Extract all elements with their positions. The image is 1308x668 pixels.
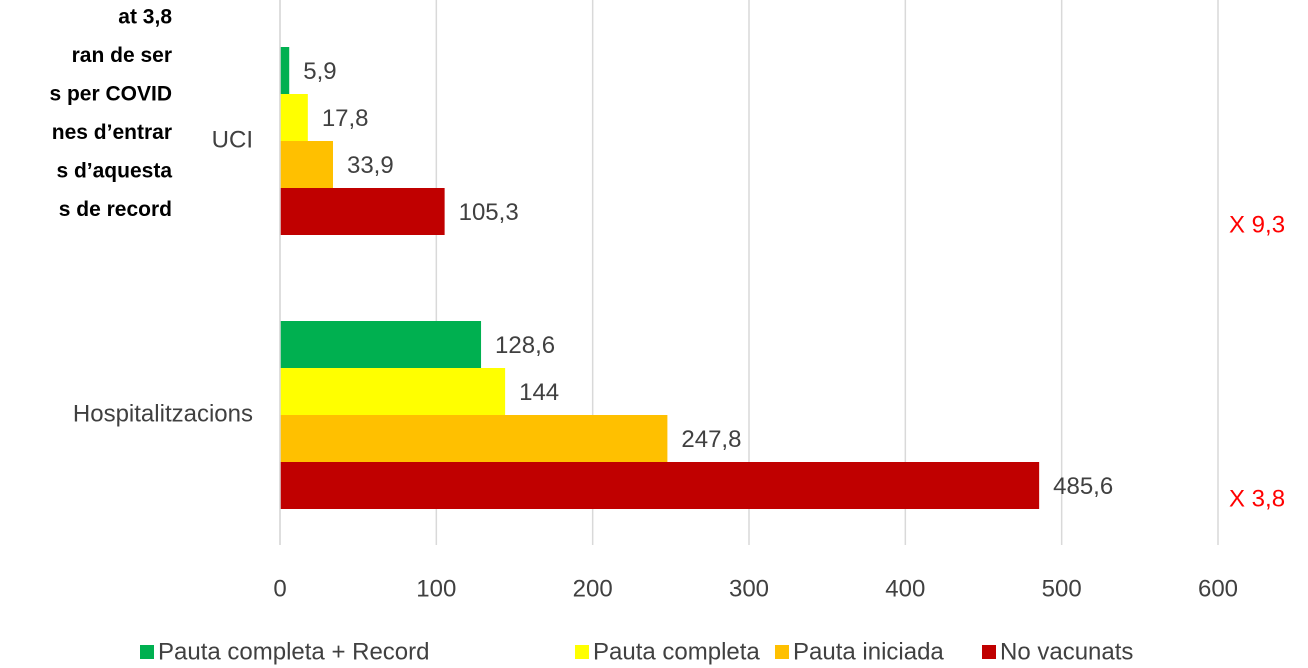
note-line: s de record — [59, 198, 172, 221]
value-label: 5,9 — [303, 58, 336, 85]
x-tick-label: 500 — [1042, 575, 1082, 602]
legend-label: Pauta iniciada — [793, 638, 944, 665]
legend-label: No vacunats — [1000, 638, 1133, 665]
value-label: 17,8 — [322, 105, 369, 132]
bar — [280, 188, 445, 235]
value-label: 144 — [519, 379, 559, 406]
value-label: 128,6 — [495, 332, 555, 359]
note-line: ran de ser — [72, 44, 172, 67]
bar — [280, 47, 290, 94]
note-line: nes d’entrar — [52, 121, 172, 144]
note-line: s d’aquesta — [56, 160, 172, 183]
value-label: 485,6 — [1053, 473, 1113, 500]
category-label: Hospitalitzacions — [73, 400, 253, 427]
bar — [280, 368, 506, 415]
value-label: 33,9 — [347, 152, 394, 179]
legend-swatch — [982, 645, 996, 659]
category-label: UCI — [212, 126, 253, 153]
bar — [280, 462, 1040, 509]
bar — [280, 321, 482, 368]
x-tick-label: 300 — [729, 575, 769, 602]
legend-label: Pauta completa — [593, 638, 760, 665]
note-line: at 3,8 — [118, 6, 172, 29]
value-label: 247,8 — [681, 426, 741, 453]
bar — [280, 415, 668, 462]
legend-swatch — [140, 645, 154, 659]
x-tick-label: 100 — [416, 575, 456, 602]
note-line: s per COVID — [49, 83, 172, 106]
value-label: 105,3 — [459, 199, 519, 226]
annotation: X 9,3 — [1229, 211, 1285, 238]
x-tick-label: 400 — [885, 575, 925, 602]
legend-swatch — [575, 645, 589, 659]
bar — [280, 94, 308, 141]
annotation: X 3,8 — [1229, 485, 1285, 512]
x-tick-label: 600 — [1198, 575, 1238, 602]
legend-swatch — [775, 645, 789, 659]
x-tick-label: 0 — [273, 575, 286, 602]
x-tick-label: 200 — [573, 575, 613, 602]
legend-label: Pauta completa + Record — [158, 638, 430, 665]
bar — [280, 141, 333, 188]
